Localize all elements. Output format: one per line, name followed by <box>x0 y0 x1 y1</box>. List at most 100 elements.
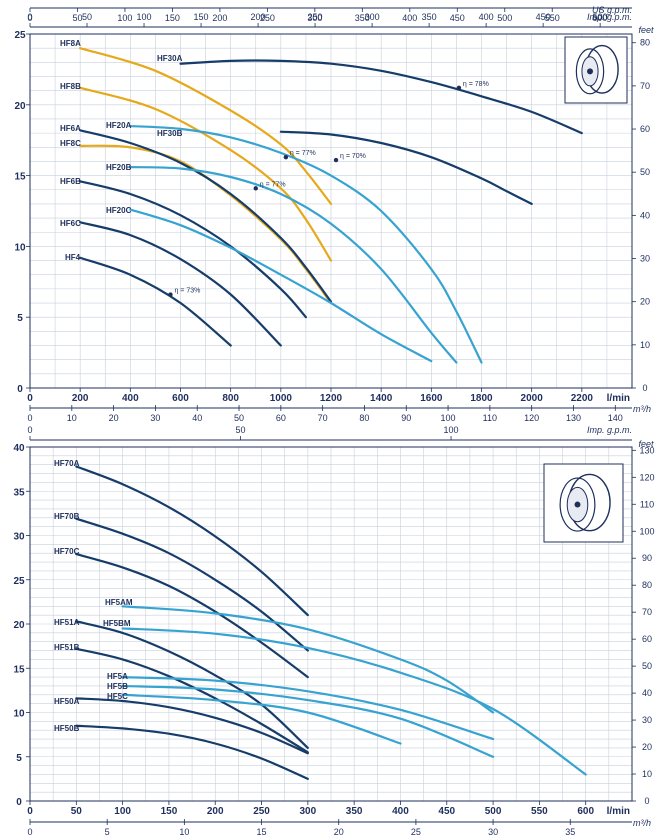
efficiency-point <box>283 154 289 160</box>
x-tick-label: 550 <box>531 806 548 817</box>
curve-hf5a <box>121 676 495 741</box>
curve-hf30a <box>179 59 583 135</box>
m3h-tick-label: 25 <box>411 827 421 837</box>
impgpm-tick-label: 400 <box>479 12 494 22</box>
m3h-tick-label: 35 <box>565 827 575 837</box>
x-tick-label: 400 <box>122 393 139 404</box>
x-tick-label: 1400 <box>370 393 393 404</box>
x-tick-label: 100 <box>114 806 131 817</box>
m3h-tick-label: 30 <box>488 827 498 837</box>
curve-hf8a <box>79 47 333 205</box>
pump-illustration-1-shaft <box>587 68 593 75</box>
impgpm-tick-label: 300 <box>365 12 380 22</box>
y-tick-label: 15 <box>14 172 26 183</box>
usgpm-tick-label: 250 <box>260 13 275 23</box>
curve-hf8b <box>79 86 333 262</box>
x-tick-label: 0 <box>27 393 33 404</box>
impgpm-tick-label: 50 <box>82 12 92 22</box>
series-label-hf8c: HF8C <box>60 139 81 148</box>
series-label-hf8a: HF8A <box>60 39 81 48</box>
series-label-hf51a: HF51A <box>54 618 80 627</box>
efficiency-point <box>253 186 258 191</box>
x-tick-label: 0 <box>27 806 33 817</box>
x-tick-label: 800 <box>222 393 239 404</box>
impgpm-tick-label: 100 <box>444 425 459 435</box>
m3h-tick-label: 60 <box>276 413 286 423</box>
curve-hf51a <box>75 620 309 749</box>
m3h-tick-label: 110 <box>483 413 497 423</box>
efficiency-label: η = 73% <box>174 288 200 295</box>
curve-hf20a <box>129 124 483 364</box>
y-tick-label: 20 <box>14 101 26 112</box>
usgpm-tick-label: 300 <box>307 13 322 23</box>
impgpm-tick-label: 450 <box>536 12 551 22</box>
impgpm-tick-label: 0 <box>27 425 32 435</box>
curve-hf20b <box>129 166 458 364</box>
efficiency-label: η = 70% <box>340 153 366 160</box>
feet-tick-label: 80 <box>642 580 652 590</box>
x-tick-label: 50 <box>71 806 83 817</box>
x-tick-label: 300 <box>300 806 317 817</box>
m3h-tick-label: 30 <box>150 413 160 423</box>
impgpm-tick-label: 0 <box>27 12 32 22</box>
usgpm-tick-label: 0 <box>27 13 32 23</box>
series-label-hf30a: HF30A <box>157 54 183 63</box>
impgpm-tick-label: 500 <box>593 12 608 22</box>
usgpm-tick-label: 450 <box>450 13 465 23</box>
series-label-hf20b: HF20B <box>106 163 132 172</box>
x-unit-label: l/min <box>607 806 630 817</box>
pump-illustration-2 <box>543 463 624 543</box>
usgpm-tick-label: 200 <box>212 13 227 23</box>
m3h-tick-label: 0 <box>27 827 32 837</box>
y-tick-label: 25 <box>13 576 25 587</box>
y-tick-label: 5 <box>16 753 22 764</box>
x-tick-label: 200 <box>207 806 224 817</box>
series-label-hf50b: HF50B <box>54 724 80 733</box>
impgpm-unit-label: Imp. g.p.m. <box>587 12 632 22</box>
feet-tick-label: 30 <box>642 715 652 725</box>
x-unit-label: l/min <box>607 393 630 404</box>
y-tick-label: 15 <box>13 664 25 675</box>
curve-hf6c <box>79 221 282 347</box>
feet-tick-label: 40 <box>640 210 650 220</box>
x-tick-label: 600 <box>577 806 594 817</box>
curve-hf30b <box>279 130 533 205</box>
curve-hf50b <box>75 724 309 780</box>
m3h-tick-label: 50 <box>234 413 244 423</box>
x-tick-label: 150 <box>161 806 178 817</box>
m3h-tick-label: 140 <box>608 413 623 423</box>
m3h-tick-label: 80 <box>359 413 369 423</box>
x-tick-label: 500 <box>485 806 502 817</box>
y-tick-label: 10 <box>13 709 25 720</box>
curve-hf70a <box>75 465 309 617</box>
m3h-unit-label: m³/h <box>633 818 651 828</box>
m3h-unit-label: m³/h <box>633 404 651 414</box>
feet-tick-label: 130 <box>639 445 654 455</box>
feet-tick-label: 50 <box>640 167 650 177</box>
m3h-tick-label: 5 <box>105 827 110 837</box>
feet-unit-label: feet <box>638 439 654 449</box>
m3h-tick-label: 40 <box>192 413 202 423</box>
m3h-tick-label: 70 <box>318 413 328 423</box>
impgpm-tick-label: 250 <box>308 12 323 22</box>
impgpm-tick-label: 350 <box>422 12 437 22</box>
curve-hf51b <box>75 647 309 754</box>
y-tick-label: 30 <box>13 532 25 543</box>
feet-tick-label: 50 <box>642 661 652 671</box>
m3h-tick-label: 15 <box>257 827 267 837</box>
efficiency-point <box>168 292 173 297</box>
y-tick-label: 0 <box>16 797 22 808</box>
m3h-tick-label: 90 <box>401 413 411 423</box>
series-label-hf20a: HF20A <box>106 121 132 130</box>
series-label-hf6c: HF6C <box>60 219 81 228</box>
feet-tick-label: 20 <box>640 297 650 307</box>
series-label-hf20c: HF20C <box>106 206 132 215</box>
curve-hf5c <box>121 693 402 745</box>
series-label-hf6b: HF6B <box>60 177 81 186</box>
efficiency-point <box>333 157 339 163</box>
m3h-tick-label: 20 <box>109 413 119 423</box>
impgpm-tick-label: 100 <box>137 12 152 22</box>
curve-hf20c <box>129 208 433 363</box>
